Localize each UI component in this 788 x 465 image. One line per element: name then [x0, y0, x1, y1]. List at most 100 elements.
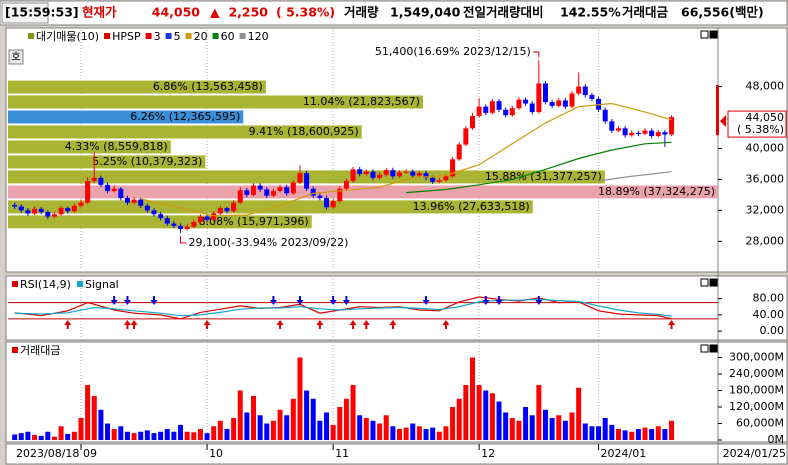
volume-bar [496, 401, 502, 440]
candle-body [556, 100, 562, 106]
side-button[interactable] [8, 49, 24, 65]
candle-body [324, 198, 330, 208]
candle-body [45, 211, 51, 217]
volume-bar [98, 409, 104, 440]
candle-body [649, 130, 655, 137]
volume-bar [343, 398, 349, 440]
candle-body [635, 132, 641, 134]
candle-body [277, 187, 283, 192]
candle-body [536, 83, 542, 113]
date-axis [5, 443, 788, 465]
legend-swatch [12, 281, 18, 287]
volume-profile-label: 9.41% (18,600,925) [249, 125, 359, 138]
sell-signal [495, 296, 503, 305]
close-button[interactable] [709, 278, 718, 287]
x-tick-label: 12 [481, 447, 495, 460]
volume-bar [642, 427, 648, 440]
x-tick-label: 11 [335, 447, 349, 460]
candle-body [569, 93, 575, 107]
candle-body [244, 190, 250, 195]
annotation-leader [532, 51, 540, 58]
candle-body [602, 109, 608, 122]
volume-bar [436, 431, 442, 440]
candle-body [396, 172, 402, 177]
y-tick-label: 180,000M [729, 384, 784, 397]
candle-body [178, 225, 184, 229]
volume-bar [549, 418, 555, 440]
min-button[interactable] [700, 30, 709, 39]
volume-bar [178, 424, 184, 440]
candle-body [191, 222, 197, 227]
annotation: 51,400(16.69% 2023/12/15) [375, 45, 531, 58]
volume-profile-bar [8, 140, 171, 154]
legend-swatch [145, 33, 152, 39]
volume-bar [370, 420, 376, 440]
line-series [14, 296, 672, 320]
change: 2,250 [228, 5, 268, 20]
end-date: 2024/01/25 [723, 447, 786, 460]
volume-bar [138, 431, 144, 440]
sell-signal [269, 296, 277, 305]
line-series [598, 171, 672, 182]
min-button[interactable] [700, 278, 709, 287]
candle-body [65, 208, 71, 212]
price-title: 현재가 [82, 5, 117, 20]
candle-body [304, 173, 310, 189]
candle-body [158, 214, 164, 219]
y-tick-label: 300,000M [729, 351, 784, 364]
candle-body [138, 199, 144, 206]
volume-bar [350, 385, 356, 440]
change-pct: ( 5.38%) [276, 5, 335, 20]
volume-bar [383, 415, 389, 440]
volume-profile-label: 6.26% (12,365,595) [130, 110, 240, 123]
volume-bar [197, 429, 203, 440]
legend-label: 3 [154, 30, 161, 43]
candle-body [576, 86, 582, 94]
volume-bar [450, 407, 456, 440]
min-button[interactable] [700, 344, 709, 353]
candle-body [164, 218, 170, 224]
candle-body [105, 184, 111, 192]
close-button[interactable] [709, 30, 718, 39]
candle-body [32, 208, 38, 214]
candle-body [118, 188, 124, 198]
candle-body [78, 202, 84, 206]
volume-bar [542, 409, 548, 440]
arrow: ▲ [210, 5, 220, 20]
volume-bar [217, 420, 223, 440]
volume-profile-bar [8, 125, 362, 139]
volume-bar [224, 429, 230, 440]
candle-body [629, 132, 635, 136]
candle-body [516, 99, 522, 109]
volume-bar [18, 433, 24, 440]
legend-label: RSI(14,9) [20, 278, 71, 291]
candle-body [251, 185, 257, 195]
time-box [1, 2, 49, 24]
sell-signal [482, 296, 490, 305]
volume-bar [184, 431, 190, 440]
volume-bar [45, 431, 51, 440]
candle-body [483, 106, 489, 113]
close-button[interactable] [709, 344, 718, 353]
volume-bar [463, 385, 469, 440]
candle-body [124, 198, 130, 203]
volume-bar [330, 424, 336, 440]
volume-bar [151, 433, 157, 440]
time: [15:59:53] [5, 5, 79, 20]
legend-label: HPSP [112, 30, 141, 43]
buy-signal [64, 320, 72, 329]
candle-body [270, 191, 276, 196]
y-tick-label: 40.00 [753, 308, 785, 321]
candle-body [609, 121, 615, 131]
volume-bar [529, 415, 535, 440]
candle-body [430, 177, 436, 182]
volume-bar [131, 433, 137, 440]
volume-profile-label: 8.08% (15,971,396) [199, 215, 309, 228]
volume-title: 거래량 [344, 5, 379, 20]
volume-profile-label: 5.25% (10,379,323) [92, 155, 202, 168]
y-tick-label: 36,000 [746, 172, 785, 185]
candle-body [363, 171, 369, 174]
candle-body [98, 177, 104, 185]
x-tick-label: 10 [209, 447, 223, 460]
legend-swatch [12, 347, 18, 353]
